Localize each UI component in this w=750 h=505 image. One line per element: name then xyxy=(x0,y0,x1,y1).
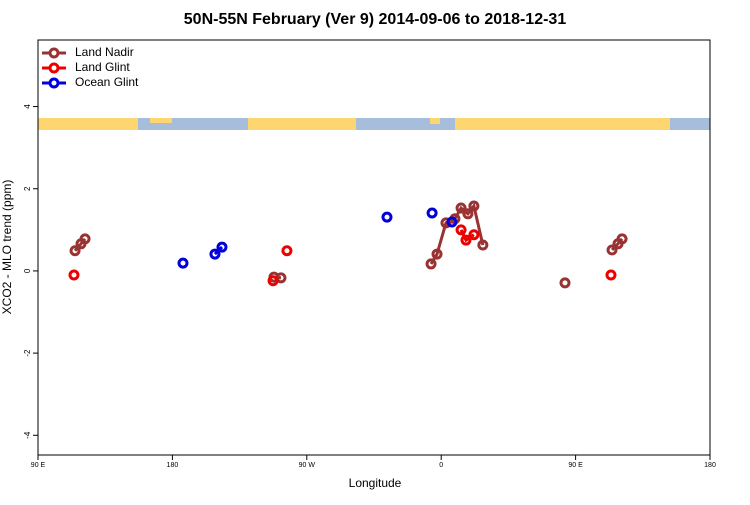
legend-marker xyxy=(48,62,60,74)
data-point xyxy=(281,245,293,257)
data-point xyxy=(468,229,480,241)
data-point xyxy=(177,257,189,269)
y-axis-label: XCO2 - MLO trend (ppm) xyxy=(0,180,14,315)
legend-label: Ocean Glint xyxy=(75,75,139,89)
data-point xyxy=(460,234,472,246)
data-point xyxy=(462,208,474,220)
data-point xyxy=(455,224,467,236)
data-point xyxy=(426,207,438,219)
data-point xyxy=(440,217,452,229)
x-tick-label: 90 W xyxy=(299,462,316,469)
map-strip xyxy=(38,118,710,130)
x-tick-label: 180 xyxy=(704,462,716,469)
x-tick-label: 90 E xyxy=(31,462,46,469)
legend-label: Land Nadir xyxy=(75,45,134,59)
data-point xyxy=(616,233,628,245)
data-point xyxy=(425,258,437,270)
plot-frame xyxy=(37,39,711,456)
legend-marker xyxy=(48,47,60,59)
y-tick-label: 0 xyxy=(23,268,32,273)
chart-title: 50N-55N February (Ver 9) 2014-09-06 to 2… xyxy=(184,11,567,28)
data-point xyxy=(267,275,279,287)
data-point xyxy=(606,244,618,256)
x-axis-label: Longitude xyxy=(349,476,402,490)
y-tick-label: 4 xyxy=(23,104,32,109)
y-tick-label: 2 xyxy=(23,186,32,191)
x-tick-label: 0 xyxy=(439,462,443,469)
data-point xyxy=(68,269,80,281)
legend-marker xyxy=(48,77,60,89)
data-point xyxy=(477,239,489,251)
data-point xyxy=(446,216,458,228)
data-point xyxy=(381,211,393,223)
y-tick-label: -2 xyxy=(23,349,32,357)
x-tick-label: 180 xyxy=(167,462,179,469)
data-point xyxy=(79,233,91,245)
data-point xyxy=(216,241,228,253)
data-point xyxy=(209,248,221,260)
x-tick-label: 90 E xyxy=(568,462,583,469)
data-point xyxy=(455,202,467,214)
data-point xyxy=(431,248,443,260)
y-tick-label: -4 xyxy=(23,431,32,439)
legend-label: Land Glint xyxy=(75,60,130,74)
data-point xyxy=(468,200,480,212)
data-point xyxy=(69,245,81,257)
data-point xyxy=(605,269,617,281)
data-point xyxy=(559,277,571,289)
